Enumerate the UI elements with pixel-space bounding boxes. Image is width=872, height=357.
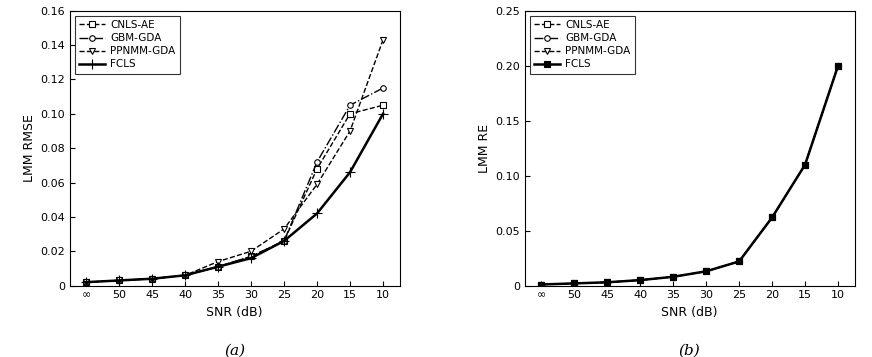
FCLS [147,277,158,281]
CNLS-AE [180,273,190,277]
Line: CNLS-AE: CNLS-AE [84,102,385,285]
CNLS-AE [635,278,645,282]
GBM-GDA [569,281,580,286]
PPNMM-GDA [279,227,290,231]
PPNMM-GDA [635,278,645,282]
CNLS-AE [701,269,712,273]
GBM-GDA [378,86,388,90]
FCLS [378,112,388,116]
CNLS-AE [213,265,223,269]
PPNMM-GDA [734,259,745,263]
PPNMM-GDA [833,64,843,68]
FCLS [312,211,323,216]
FCLS [279,239,290,243]
FCLS [569,281,580,286]
PPNMM-GDA [81,280,92,284]
GBM-GDA [833,64,843,68]
Y-axis label: LMM RE: LMM RE [478,124,491,173]
CNLS-AE [602,280,612,285]
GBM-GDA [344,103,355,107]
Text: (b): (b) [678,343,700,357]
GBM-GDA [635,278,645,282]
FCLS [114,278,125,283]
PPNMM-GDA [766,215,777,220]
Legend: CNLS-AE, GBM-GDA, PPNMM-GDA, FCLS: CNLS-AE, GBM-GDA, PPNMM-GDA, FCLS [75,16,180,74]
GBM-GDA [114,278,125,283]
FCLS [635,278,645,282]
FCLS [602,280,612,285]
CNLS-AE [114,278,125,283]
Line: CNLS-AE: CNLS-AE [539,63,841,287]
FCLS [734,259,745,263]
GBM-GDA [536,282,547,287]
CNLS-AE [312,167,323,171]
CNLS-AE [833,64,843,68]
PPNMM-GDA [602,280,612,285]
FCLS [81,280,92,284]
PPNMM-GDA [344,129,355,133]
PPNMM-GDA [569,281,580,286]
FCLS [536,282,547,287]
GBM-GDA [279,239,290,243]
CNLS-AE [734,259,745,263]
CNLS-AE [246,254,256,258]
FCLS [180,273,190,277]
GBM-GDA [180,273,190,277]
CNLS-AE [279,239,290,243]
GBM-GDA [766,215,777,220]
CNLS-AE [536,282,547,287]
Line: FCLS: FCLS [539,63,841,287]
PPNMM-GDA [312,182,323,186]
CNLS-AE [147,277,158,281]
FCLS [833,64,843,68]
Line: PPNMM-GDA: PPNMM-GDA [538,62,841,288]
FCLS [344,170,355,174]
PPNMM-GDA [701,269,712,273]
X-axis label: SNR (dB): SNR (dB) [207,306,262,319]
GBM-GDA [312,160,323,164]
Line: PPNMM-GDA: PPNMM-GDA [83,36,386,286]
GBM-GDA [734,259,745,263]
PPNMM-GDA [378,38,388,42]
Text: (a): (a) [224,343,245,357]
PPNMM-GDA [147,277,158,281]
FCLS [800,162,810,167]
GBM-GDA [81,280,92,284]
Line: GBM-GDA: GBM-GDA [539,63,841,287]
GBM-GDA [213,265,223,269]
PPNMM-GDA [246,249,256,253]
GBM-GDA [668,275,678,279]
CNLS-AE [668,275,678,279]
X-axis label: SNR (dB): SNR (dB) [662,306,718,319]
CNLS-AE [569,281,580,286]
CNLS-AE [81,280,92,284]
PPNMM-GDA [536,282,547,287]
GBM-GDA [701,269,712,273]
Line: GBM-GDA: GBM-GDA [84,85,385,285]
GBM-GDA [800,162,810,167]
CNLS-AE [378,103,388,107]
GBM-GDA [246,254,256,258]
CNLS-AE [766,215,777,220]
FCLS [766,215,777,220]
GBM-GDA [602,280,612,285]
PPNMM-GDA [668,275,678,279]
PPNMM-GDA [180,273,190,277]
CNLS-AE [344,112,355,116]
Line: FCLS: FCLS [81,109,388,287]
Legend: CNLS-AE, GBM-GDA, PPNMM-GDA, FCLS: CNLS-AE, GBM-GDA, PPNMM-GDA, FCLS [530,16,635,74]
CNLS-AE [800,162,810,167]
Y-axis label: LMM RMSE: LMM RMSE [23,114,36,182]
FCLS [668,275,678,279]
PPNMM-GDA [800,162,810,167]
PPNMM-GDA [114,278,125,283]
FCLS [213,265,223,269]
FCLS [701,269,712,273]
PPNMM-GDA [213,260,223,264]
FCLS [246,256,256,260]
GBM-GDA [147,277,158,281]
